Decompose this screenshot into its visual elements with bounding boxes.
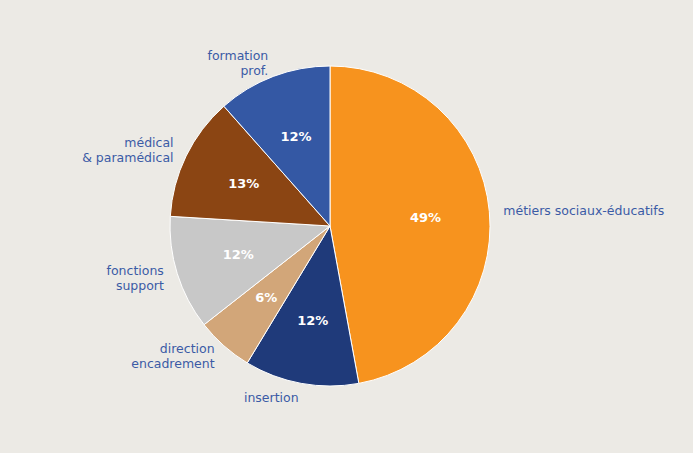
data-label: 12%	[280, 129, 311, 144]
data-label: 12%	[297, 313, 328, 328]
category-label-line: & paramédical	[82, 150, 173, 165]
labels: 49% métiers sociaux-éducatifs 12% insertion…	[82, 48, 664, 404]
category-label-line: insertion	[244, 390, 299, 405]
pie-slice	[224, 66, 330, 226]
pie-slice	[170, 216, 330, 324]
category-label-line: fonctions	[107, 263, 164, 278]
category-label-line: formation	[208, 48, 269, 63]
category-label: insertion	[244, 390, 299, 405]
category-label-line: encadrement	[131, 356, 214, 371]
category-label: directionencadrement	[131, 341, 214, 371]
data-label: 12%	[223, 247, 254, 262]
chart: 49% métiers sociaux-éducatifs 12% insertion…	[0, 0, 693, 453]
pie-slice	[330, 66, 490, 383]
data-label: 6%	[255, 290, 277, 305]
slices	[170, 66, 490, 386]
category-label-line: prof.	[240, 63, 268, 78]
category-label-line: médical	[124, 135, 173, 150]
category-label: formationprof.	[208, 48, 269, 78]
category-label: métiers sociaux-éducatifs	[503, 203, 664, 218]
data-label: 13%	[228, 176, 259, 191]
category-label: médical& paramédical	[82, 135, 173, 165]
category-label: fonctionssupport	[107, 263, 164, 293]
data-label: 49%	[410, 210, 441, 225]
category-label-line: support	[116, 278, 164, 293]
background	[0, 0, 693, 453]
category-label-line: métiers sociaux-éducatifs	[503, 203, 664, 218]
category-label-line: direction	[160, 341, 215, 356]
